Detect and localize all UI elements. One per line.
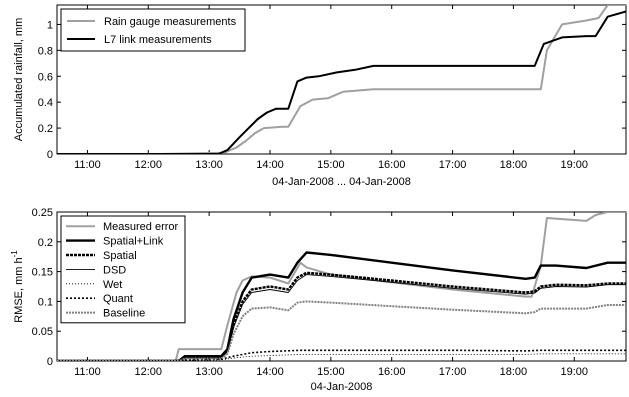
x-tick-label: 14:00 [256,366,284,378]
x-tick-label: 18:00 [500,366,528,378]
legend-label: Quant [103,293,133,305]
x-tick-label: 11:00 [74,159,101,171]
y-axis-label: Accumulated rainfall, mm [13,18,25,142]
series-line-measured-error [57,212,626,361]
x-tick-label: 16:00 [378,366,406,378]
y-tick-label: 0.4 [38,97,53,109]
y-tick-label: 0 [47,356,53,368]
y-tick-label: 0.2 [38,123,53,135]
legend-label: Spatial+Link [103,236,164,248]
series-line-dsd [57,274,626,361]
series-group [57,5,626,154]
legend-label: Wet [103,279,122,291]
x-tick-label: 16:00 [378,159,406,171]
series-line-quant [57,349,626,361]
series-line-l7-link-measurements [57,10,626,154]
y-axis-label-superscript: -1 [10,250,19,258]
x-tick-label: 19:00 [561,366,589,378]
x-tick-label: 17:00 [439,366,467,378]
x-tick-label: 15:00 [317,159,345,171]
y-tick-label: 0.05 [32,326,53,338]
chart-panel-2: 11:00 12:00 13:00 14:00 15:00 16:00 17:00 18:00… [10,207,627,393]
legend: Measured error Spatial+Link Spatial DSD Wet Q… [60,215,186,324]
chart-panel-1: 11:00 12:00 13:00 14:00 15:00 16:00 17:00 18:00… [13,4,627,188]
legend-box [60,8,246,52]
x-axis-label: 04-Jan-2008 ... 04-Jan-2008 [272,176,411,188]
x-tick-label: 13:00 [195,366,223,378]
y-axis-label: RMSE, mm h-1 [10,250,25,323]
y-tick-label: 0 [47,149,53,161]
x-tick-label: 14:00 [256,159,284,171]
legend-label: Spatial [103,250,137,262]
x-tick-label: 12:00 [135,366,163,378]
y-tick-label: 0.6 [38,71,53,83]
series-line-rain-gauge-measurements [57,5,626,154]
legend-label: DSD [103,264,126,276]
x-tick-label: 12:00 [135,159,163,171]
x-tick-label: 19:00 [561,159,589,171]
y-tick-label: 1 [47,19,53,31]
x-tick-label: 11:00 [74,366,101,378]
legend-label: Measured error [103,221,179,233]
x-tick-label: 17:00 [439,159,467,171]
series-group [57,212,626,361]
series-line-spatial [57,271,626,361]
legend-label: L7 link measurements [104,34,212,46]
y-tick-label: 0.8 [38,45,53,57]
legend-label: Rain gauge measurements [104,16,237,28]
series-line-wet [57,353,626,361]
legend: Rain gauge measurements L7 link measureme… [60,8,246,52]
y-tick-label: 0.15 [32,267,53,279]
series-line-baseline [57,300,626,361]
y-tick-label: 0.1 [38,296,53,308]
x-tick-label: 13:00 [195,159,223,171]
x-axis-label: 04-Jan-2008 [311,381,373,393]
x-tick-label: 18:00 [500,159,528,171]
legend-label: Baseline [103,308,145,320]
y-tick-label: 0.25 [32,207,53,219]
x-tick-label: 15:00 [317,366,345,378]
y-tick-label: 0.2 [38,237,53,249]
